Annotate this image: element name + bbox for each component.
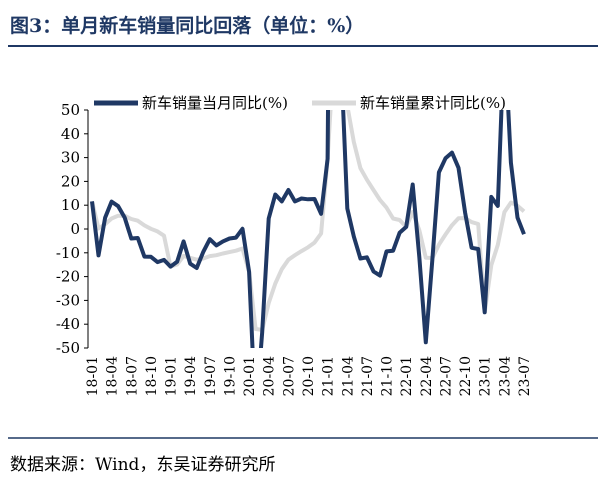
x-tick-label: 18-10 <box>144 356 160 396</box>
series-line <box>90 110 526 332</box>
legend-label: 新车销量累计同比(%) <box>360 94 506 112</box>
x-tick-label: 18-07 <box>124 356 140 396</box>
x-tick-label: 18-04 <box>105 356 121 396</box>
x-tick-label: 20-07 <box>281 356 297 396</box>
y-tick-label: 10 <box>61 196 80 214</box>
x-tick-label: 23-01 <box>478 356 494 396</box>
x-tick-label: 20-10 <box>301 356 317 396</box>
y-tick-label: 40 <box>61 125 80 143</box>
x-tick-label: 21-10 <box>380 356 396 396</box>
x-tick-label: 21-01 <box>321 356 337 396</box>
x-tick-label: 22-01 <box>399 356 415 396</box>
x-tick-label: 23-07 <box>517 356 533 396</box>
y-tick-label: -40 <box>56 315 80 333</box>
y-tick-label: 30 <box>61 149 80 167</box>
legend-label: 新车销量当月同比(%) <box>142 94 288 112</box>
x-tick-label: 21-07 <box>360 356 376 396</box>
x-tick-label: 22-07 <box>438 356 454 396</box>
x-tick-label: 19-07 <box>203 356 219 396</box>
x-tick-label: 19-10 <box>222 356 238 396</box>
x-tick-label: 19-01 <box>164 356 180 396</box>
y-tick-label: 50 <box>61 101 80 119</box>
y-tick-label: -50 <box>56 339 80 357</box>
y-tick-label: 0 <box>70 220 80 238</box>
y-tick-label: -10 <box>56 244 80 262</box>
x-tick-label: 23-04 <box>497 356 513 396</box>
y-tick-label: 20 <box>61 172 80 190</box>
x-tick-label: 18-01 <box>85 356 101 396</box>
series-line <box>90 110 526 348</box>
x-tick-label: 22-04 <box>419 356 435 396</box>
x-tick-label: 21-04 <box>340 356 356 396</box>
x-tick-label: 22-10 <box>458 356 474 396</box>
x-tick-label: 20-01 <box>242 356 258 396</box>
chart-title: 图3：单月新车销量同比回落（单位：%） <box>10 14 364 37</box>
x-tick-label: 19-04 <box>183 356 199 396</box>
source: 数据来源：Wind，东吴证券研究所 <box>10 455 275 475</box>
y-tick-label: -20 <box>56 268 80 286</box>
x-tick-label: 20-04 <box>262 356 278 396</box>
y-tick-label: -30 <box>56 291 80 309</box>
